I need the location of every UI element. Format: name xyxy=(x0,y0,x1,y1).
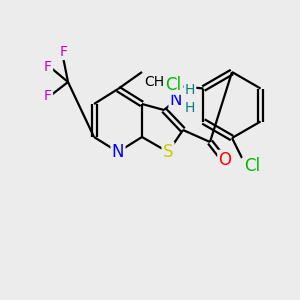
Text: CH₃: CH₃ xyxy=(144,75,170,89)
Text: H: H xyxy=(185,83,195,97)
Text: O: O xyxy=(218,151,232,169)
Text: Cl: Cl xyxy=(244,157,260,175)
Text: F: F xyxy=(44,89,52,103)
Text: H: H xyxy=(185,101,195,115)
Text: Cl: Cl xyxy=(165,76,182,94)
Text: S: S xyxy=(163,143,173,161)
Text: N: N xyxy=(112,143,124,161)
Text: F: F xyxy=(60,45,68,59)
Text: F: F xyxy=(44,60,52,74)
Text: N: N xyxy=(170,91,182,109)
